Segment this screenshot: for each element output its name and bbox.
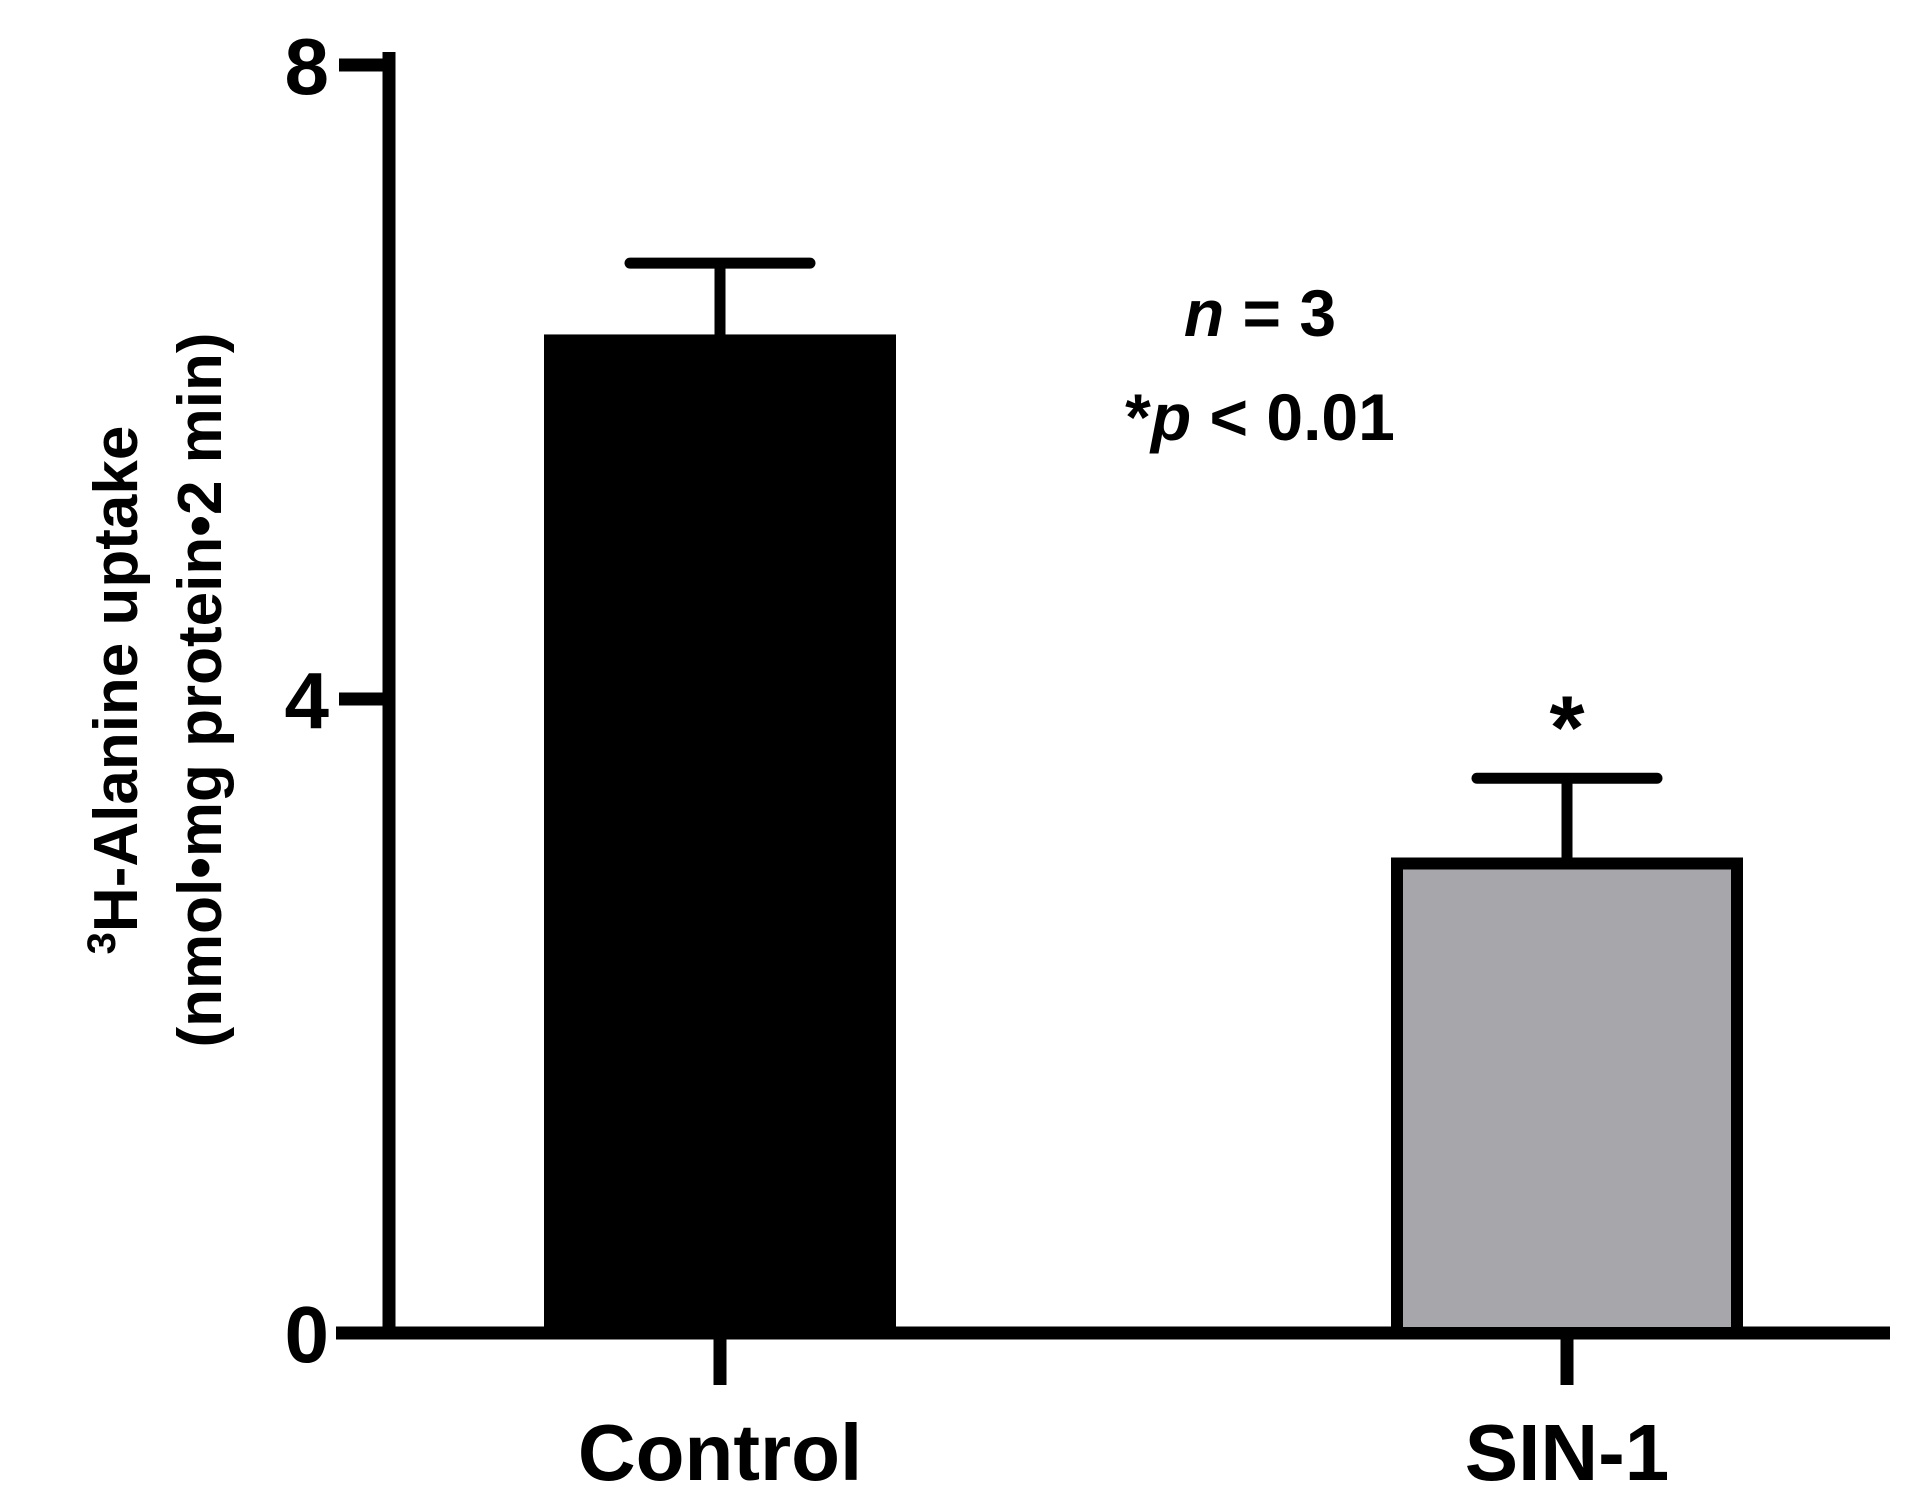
y-axis-title-text: H-Alanine uptake <box>82 426 151 932</box>
y-axis-title-line2: (nmol•mg protein•2 min) <box>166 332 235 1047</box>
x-tick-label: SIN-1 <box>1465 1408 1670 1497</box>
y-tick-label: 8 <box>285 22 330 111</box>
x-ticks: Control SIN-1 <box>578 1333 1669 1497</box>
p-value-label: *p < 0.01 <box>1125 380 1395 454</box>
x-tick-label: Control <box>578 1408 862 1497</box>
p-value-star: * <box>1125 380 1151 454</box>
sample-size-italic: n <box>1184 276 1224 350</box>
stats-annotation: n = 3 *p < 0.01 <box>1125 276 1395 454</box>
y-ticks: 0 4 8 <box>285 22 389 1379</box>
bar-control <box>544 334 896 1333</box>
y-tick-label: 4 <box>285 656 330 745</box>
y-axis-title-line1: 3H-Alanine uptake <box>80 426 151 955</box>
bar-sin-1 <box>1391 857 1743 1339</box>
p-value-italic: p <box>1149 380 1191 454</box>
y-axis-title: 3H-Alanine uptake (nmol•mg protein•2 min… <box>80 332 235 1047</box>
y-tick-label: 0 <box>285 1290 330 1379</box>
y-axis-title-superscript: 3 <box>80 932 124 954</box>
significance-star: * <box>1549 678 1584 778</box>
sample-size-label: n = 3 <box>1184 276 1336 350</box>
p-value-rest: < 0.01 <box>1191 380 1395 454</box>
sample-size-value: = 3 <box>1224 276 1336 350</box>
bars: * <box>544 257 1743 1339</box>
